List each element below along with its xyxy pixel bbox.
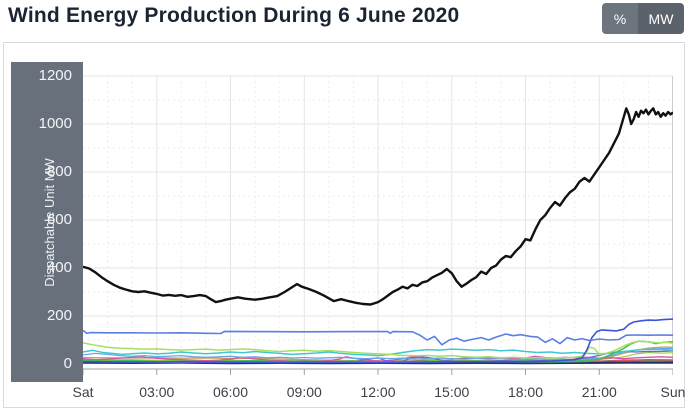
y-tick-label: 0: [63, 355, 72, 372]
x-tick-label: 12:00: [360, 384, 396, 400]
page-title: Wind Energy Production During 6 June 202…: [8, 4, 460, 27]
y-tick-label: 800: [46, 163, 72, 180]
x-tick-label: Sun: [660, 384, 686, 400]
series-line-unit-cyan: [83, 348, 673, 357]
series-line-unit-light-green: [83, 340, 673, 359]
x-tick-label: 06:00: [212, 384, 249, 400]
x-tick-label: 03:00: [139, 384, 175, 400]
x-tick-label: 18:00: [507, 384, 544, 400]
x-tick-label: 15:00: [434, 384, 470, 400]
y-axis-panel: [11, 62, 83, 382]
series-line-unit-royal-blue: [83, 318, 673, 364]
unit-toggle: % MW: [602, 3, 684, 34]
y-tick-label: 400: [46, 259, 72, 276]
plot-area: [83, 75, 673, 375]
x-tick-label: 09:00: [286, 384, 322, 400]
y-tick-label: 1200: [38, 67, 72, 84]
y-tick-label: 200: [46, 307, 72, 324]
chart-container: Dispatchable Unit MW 1200 1000 800 600 400 20…: [3, 42, 685, 408]
series-line-total-wind: [83, 107, 673, 306]
y-tick-label: 600: [46, 211, 72, 228]
x-tick-label: 21:00: [581, 384, 617, 400]
x-tick-label: Sat: [72, 384, 94, 400]
mw-button[interactable]: MW: [638, 3, 684, 34]
percent-button[interactable]: %: [602, 3, 638, 34]
series-line-unit-cornflower: [83, 329, 673, 346]
page-header: Wind Energy Production During 6 June 202…: [0, 0, 689, 40]
y-tick-label: 1000: [38, 115, 72, 132]
